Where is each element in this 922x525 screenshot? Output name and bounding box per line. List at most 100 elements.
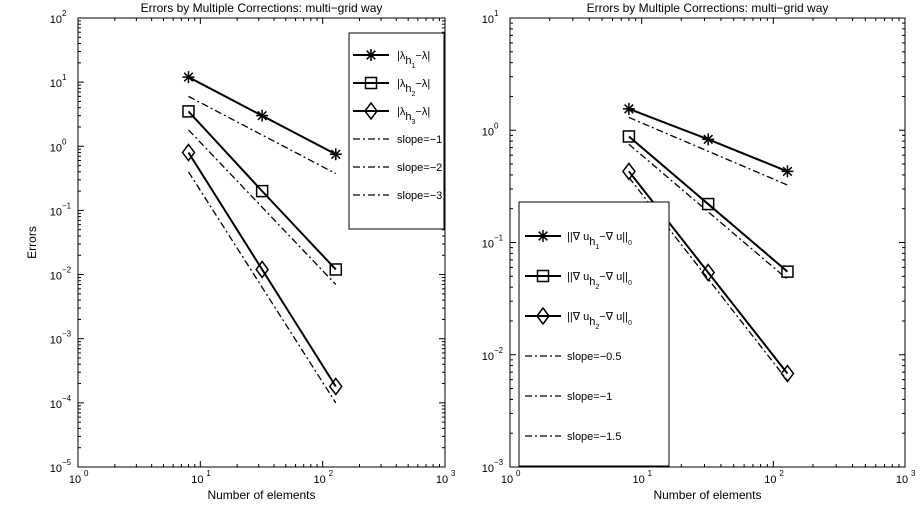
square-marker xyxy=(255,184,269,198)
data-point xyxy=(622,102,635,115)
series-5 xyxy=(628,143,788,280)
legend-label-part: 1 xyxy=(411,63,415,70)
square-marker xyxy=(781,265,794,278)
diamond-marker xyxy=(255,260,270,279)
y-tick-exponent: −5 xyxy=(62,458,72,467)
square-marker xyxy=(182,105,195,118)
x-tick-exponent: 3 xyxy=(911,469,916,478)
legend-label-part: 0 xyxy=(628,320,632,327)
legend-entry: slope=−1 xyxy=(353,134,442,146)
square-marker xyxy=(536,269,550,283)
legend-label-part: 3 xyxy=(411,119,415,126)
legend-label-part: ||∇ u xyxy=(567,271,589,283)
y-tick-exponent: −3 xyxy=(62,330,72,339)
legend-label-part: h xyxy=(589,236,595,248)
y-tick-label: 10 xyxy=(482,14,494,26)
legend-entry: slope=−0.5 xyxy=(525,351,621,363)
series-line xyxy=(628,135,789,273)
legend-label-part: slope=−1 xyxy=(397,134,442,146)
x-tick-exponent: 3 xyxy=(451,469,456,478)
legend-label-part: slope=−1.5 xyxy=(567,431,621,443)
diamond-marker xyxy=(621,162,636,181)
star-marker xyxy=(256,109,269,122)
legend-label-part: 2 xyxy=(595,324,599,331)
diamond-marker xyxy=(536,306,550,326)
legend-label: slope=−0.5 xyxy=(567,351,621,363)
y-tick-label: 10 xyxy=(482,239,494,251)
x-tick-label: 10 xyxy=(436,474,448,486)
data-point xyxy=(328,377,343,396)
y-tick-label: 10 xyxy=(482,126,494,138)
chart-1: 10010110210310−510−410−310−210−110010110… xyxy=(25,1,456,502)
y-tick-exponent: 1 xyxy=(494,9,499,18)
y-tick-exponent: −1 xyxy=(62,201,72,210)
data-point xyxy=(182,105,195,118)
x-axis-label: Number of elements xyxy=(207,488,315,502)
legend-label: |λh2−λ| xyxy=(397,78,430,98)
y-tick-exponent: −2 xyxy=(494,346,504,355)
x-axis-label: Number of elements xyxy=(653,488,761,502)
star-marker xyxy=(182,71,195,84)
series-6 xyxy=(628,177,788,381)
series-line xyxy=(187,151,337,388)
series-1 xyxy=(182,71,342,161)
legend-entry: |λh1−λ| xyxy=(353,49,430,70)
data-point xyxy=(329,263,343,276)
y-tick-exponent: 0 xyxy=(494,121,499,130)
legend-label-part: |λ xyxy=(397,78,406,90)
legend-label: |λh1−λ| xyxy=(397,50,430,70)
legend-label-part: −λ| xyxy=(415,78,430,90)
y-tick-exponent: −4 xyxy=(62,394,72,403)
legend-label-part: −∇ u|| xyxy=(599,271,628,283)
chart-title: Errors by Multiple Corrections: multi−gr… xyxy=(141,1,383,15)
legend-label-part: −λ| xyxy=(415,106,430,118)
data-point xyxy=(181,143,196,162)
square-marker xyxy=(364,76,378,90)
plot-area-frame xyxy=(77,17,446,468)
legend-label-part: h xyxy=(589,276,595,288)
series-2 xyxy=(622,130,794,278)
legend: ||∇ uh1−∇ u||0||∇ uh2−∇ u||0||∇ uh2−∇ u|… xyxy=(518,201,670,467)
y-tick-label: 10 xyxy=(50,142,62,154)
x-tick-exponent: 0 xyxy=(516,469,521,478)
y-tick-exponent: −2 xyxy=(62,266,72,275)
legend-entry: ||∇ uh2−∇ u||0 xyxy=(525,269,632,291)
legend-box xyxy=(348,32,445,230)
legend-label: |λh3−λ| xyxy=(397,106,430,126)
square-marker xyxy=(701,197,715,211)
star-marker xyxy=(622,102,635,115)
series-2 xyxy=(182,105,343,276)
legend-box xyxy=(518,201,670,467)
legend-label-part: −∇ u|| xyxy=(599,311,628,323)
data-point xyxy=(781,165,794,178)
legend-label-part: h xyxy=(405,83,411,95)
legend-entry: ||∇ uh1−∇ u||0 xyxy=(525,230,632,251)
x-tick-exponent: 0 xyxy=(84,469,89,478)
y-tick-label: 10 xyxy=(50,335,62,347)
legend-label-part: ||∇ u xyxy=(567,231,589,243)
legend-entry: slope=−1 xyxy=(525,391,612,403)
y-tick-label: 10 xyxy=(50,399,62,411)
y-tick-label: 10 xyxy=(50,206,62,218)
y-tick-label: 10 xyxy=(482,351,494,363)
legend-label-part: 2 xyxy=(595,284,599,291)
legend-label-part: slope=−2 xyxy=(397,162,442,174)
y-tick-exponent: −1 xyxy=(494,234,504,243)
legend-label-part: h xyxy=(589,316,595,328)
legend-label-part: 1 xyxy=(595,244,599,251)
legend-label: slope=−2 xyxy=(397,162,442,174)
x-tick-exponent: 2 xyxy=(779,469,784,478)
legend-label: slope=−3 xyxy=(397,190,442,202)
y-tick-exponent: −3 xyxy=(494,458,504,467)
data-point xyxy=(255,260,270,279)
legend-entry: slope=−2 xyxy=(353,162,442,174)
legend-label-part: −λ| xyxy=(415,50,430,62)
data-point xyxy=(622,130,636,143)
x-tick-label: 10 xyxy=(633,474,645,486)
series-line xyxy=(188,95,337,175)
star-marker xyxy=(702,133,715,146)
